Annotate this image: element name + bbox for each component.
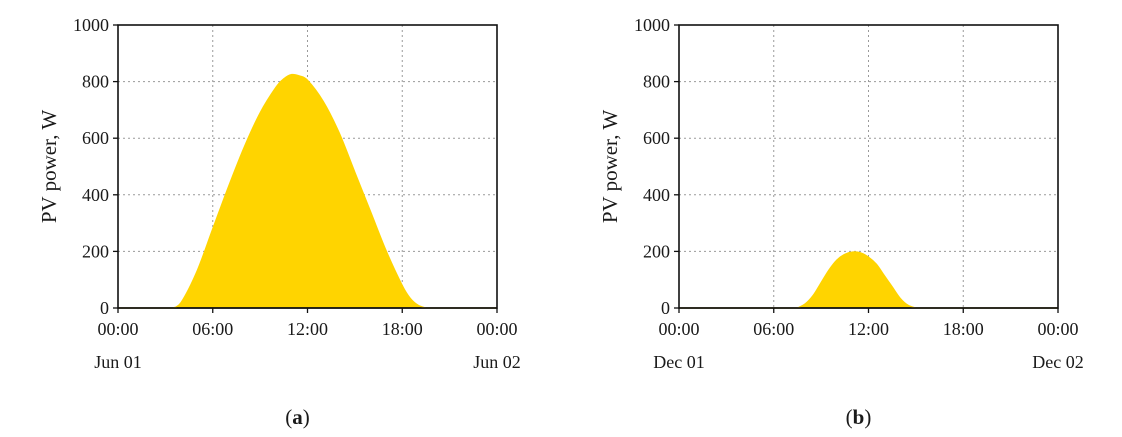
y-tick-label: 800 <box>643 72 670 92</box>
y-tick-label: 400 <box>82 185 109 205</box>
y-tick-label: 1000 <box>73 15 109 35</box>
y-tick-label: 0 <box>100 298 109 318</box>
x-tick-label: 12:00 <box>848 319 889 339</box>
y-tick-label: 0 <box>661 298 670 318</box>
y-axis-label: PV power, W <box>37 110 61 223</box>
x-tick-label: 00:00 <box>658 319 699 339</box>
chart-b: 0 200 400 600 800 1000 00:00 06:00 12:00 18:00 00:… <box>598 15 1084 429</box>
x-tick-label: 00:00 <box>97 319 138 339</box>
x-date-start: Jun 01 <box>94 352 142 372</box>
chart-a: 0 200 400 600 800 1000 00:00 06:00 12:00 18:00 00:… <box>37 15 521 429</box>
y-tick-label: 600 <box>82 128 109 148</box>
y-tick-label: 600 <box>643 128 670 148</box>
x-date-start: Dec 01 <box>653 352 704 372</box>
x-tick-label: 00:00 <box>476 319 517 339</box>
y-tick-label: 200 <box>643 241 670 261</box>
pv-power-area <box>118 74 497 309</box>
y-tick-label: 1000 <box>634 15 670 35</box>
x-tick-label: 12:00 <box>287 319 328 339</box>
pv-power-area <box>679 251 1058 308</box>
x-date-end: Dec 02 <box>1032 352 1083 372</box>
x-tick-label: 18:00 <box>382 319 423 339</box>
pv-power-line <box>679 251 1058 309</box>
panel-caption: (b) <box>846 405 872 429</box>
pv-power-line <box>118 73 497 309</box>
panel-caption: (a) <box>285 405 310 429</box>
y-tick-label: 400 <box>643 185 670 205</box>
x-tick-label: 06:00 <box>192 319 233 339</box>
y-tick-label: 800 <box>82 72 109 92</box>
y-tick-label: 200 <box>82 241 109 261</box>
x-tick-label: 00:00 <box>1037 319 1078 339</box>
x-date-end: Jun 02 <box>473 352 521 372</box>
x-tick-label: 18:00 <box>943 319 984 339</box>
x-tick-label: 06:00 <box>753 319 794 339</box>
y-axis-label: PV power, W <box>598 110 622 223</box>
